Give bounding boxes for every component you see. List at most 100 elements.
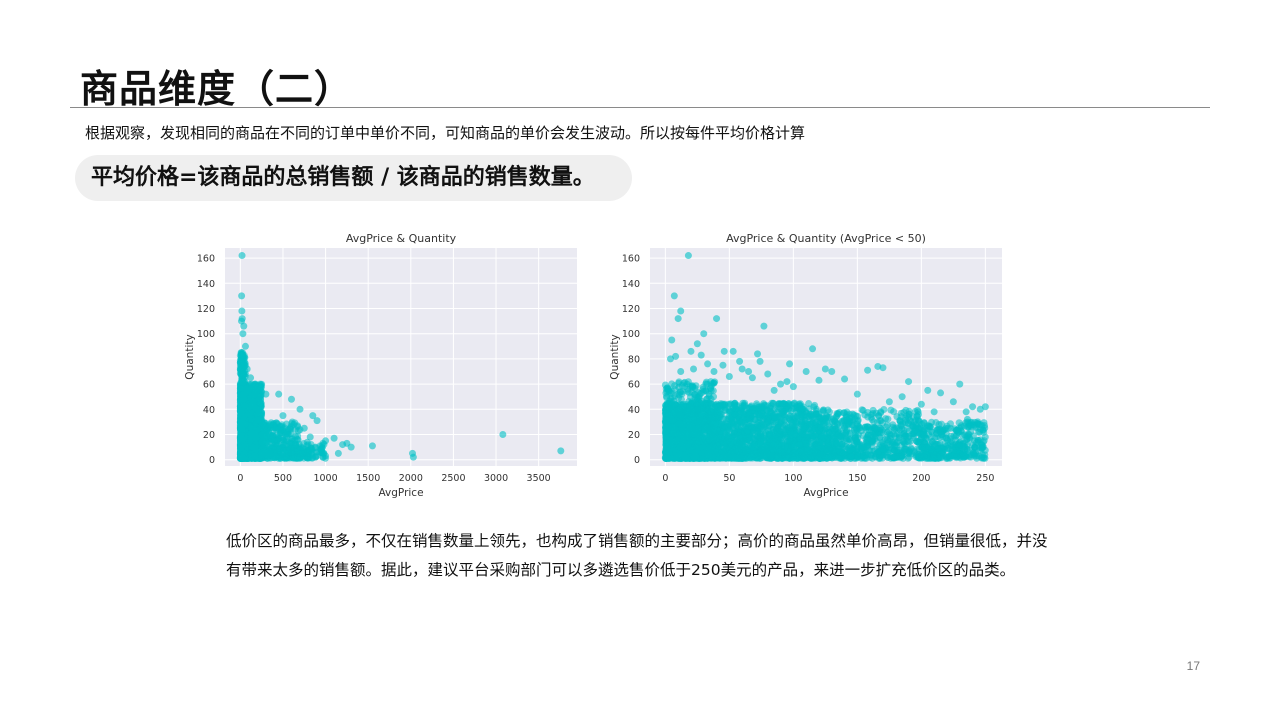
scatter-point [279,412,287,420]
scatter-point [239,378,247,386]
scatter-point [296,446,304,454]
scatter-points [661,252,989,462]
scatter-point [726,408,734,416]
x-tick-label: 3500 [527,473,551,484]
scatter-point [798,433,806,441]
scatter-point [801,424,809,432]
scatter-point [368,442,376,450]
y-tick-label: 120 [197,304,215,315]
y-tick-label: 100 [622,329,640,340]
scatter-point [322,437,330,445]
scatter-point [256,380,264,388]
scatter-point [245,386,253,394]
y-tick-label: 60 [203,380,215,391]
x-tick-label: 150 [848,473,866,484]
scatter-point [263,449,271,457]
y-tick-label: 80 [203,354,215,365]
y-tick-label: 100 [197,329,215,340]
scatter-point [313,417,321,425]
scatter-point [296,454,304,462]
scatter-point [249,443,257,451]
scatter-point [805,399,813,407]
formula-callout: 平均价格=该商品的总销售额 / 该商品的销售数量。 [75,155,632,201]
scatter-point [239,391,247,399]
scatter-point [239,454,247,462]
scatter-point [247,374,255,382]
scatter-point [292,441,300,449]
scatter-point [287,395,295,403]
x-axis-label: AvgPrice [803,487,848,499]
scatter-point [238,425,246,433]
scatter-point [288,418,296,426]
scatter-point [781,413,789,421]
scatter-point [252,405,260,413]
scatter-point [296,405,304,413]
scatter-point [758,422,766,430]
scatter-point [259,430,267,438]
scatter-point [750,406,758,414]
y-tick-label: 20 [628,430,640,441]
y-tick-label: 120 [622,304,640,315]
scatter-point [291,425,299,433]
scatter-point [737,454,745,462]
scatter-point [289,454,297,462]
scatter-points [236,252,565,462]
scatter-point [238,307,246,315]
scatter-point [311,443,319,451]
x-axis-label: AvgPrice [378,487,423,499]
chart-title: AvgPrice & Quantity [346,232,457,245]
scatter-point [409,453,417,461]
y-tick-label: 160 [622,254,640,265]
scatter-point [806,420,814,428]
scatter-point [237,434,245,442]
y-tick-label: 0 [209,455,215,466]
x-tick-label: 2500 [441,473,465,484]
scatter-point [262,390,270,398]
scatter-point [238,409,246,417]
scatter-point [238,252,246,260]
scatter-point [786,428,794,436]
formula-text: 平均价格=该商品的总销售额 / 该商品的销售数量。 [91,165,595,190]
scatter-point [811,401,819,409]
scatter-point [238,292,246,300]
scatter-point [763,417,771,425]
scatter-point [790,399,798,407]
x-tick-label: 0 [662,473,668,484]
chart-avgprice-quantity: 0 500 1000 1500 2000 2500 3000 3500 0 20 40 60 80 100… [180,225,590,510]
scatter-point [258,451,266,459]
x-tick-label: 2000 [399,473,423,484]
scatter-point [249,399,257,407]
scatter-point [334,449,342,457]
scatter-point [322,452,330,460]
y-tick-label: 20 [203,430,215,441]
page-title: 商品维度（二） [80,67,354,111]
scatter-point [248,424,256,432]
scatter-point [734,408,742,416]
scatter-point [237,444,245,452]
scatter-point [751,443,759,451]
scatter-point [258,418,266,426]
x-tick-label: 1500 [356,473,380,484]
y-tick-label: 60 [628,380,640,391]
x-tick-label: 0 [237,473,243,484]
chart-avgprice-quantity-lt50: 0 50 100 150 200 250 0 20 40 60 80 100 120 140 160 AvgP… [605,225,1015,510]
y-axis-label: Quantity [184,334,196,379]
scatter-point [300,424,308,432]
scatter-point [771,446,779,454]
scatter-point [240,401,248,409]
scatter-point [306,433,314,441]
scatter-point [761,405,769,413]
scatter-point [777,420,785,428]
scatter-point [305,449,313,457]
y-tick-label: 40 [628,405,640,416]
scatter-point [282,437,290,445]
scatter-point [239,330,247,338]
scatter-point [240,322,248,330]
scatter-point [239,361,247,369]
scatter-point [270,437,278,445]
scatter-point [730,453,738,461]
chart-title: AvgPrice & Quantity (AvgPrice < 50) [726,232,926,245]
scatter-point [774,400,782,408]
scatter-point [720,438,728,446]
scatter-point [744,414,752,422]
